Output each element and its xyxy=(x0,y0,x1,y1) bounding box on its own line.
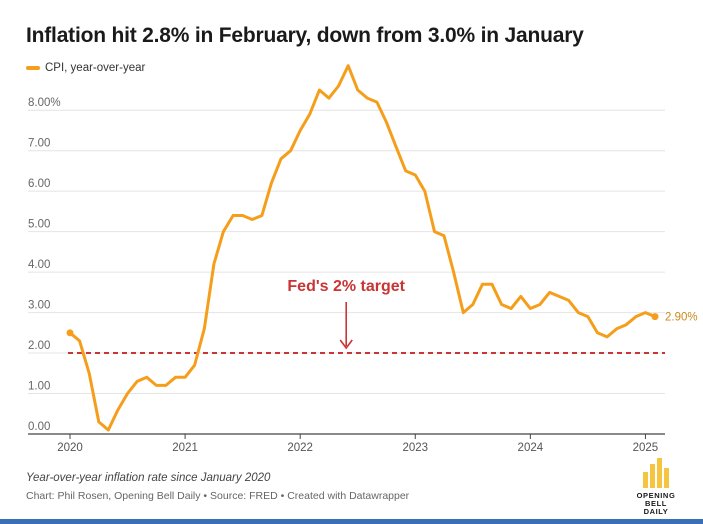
y-tick-label: 2.00 xyxy=(28,340,50,352)
y-tick-label: 1.00 xyxy=(28,381,50,393)
arrow-down-icon xyxy=(339,339,353,350)
legend-swatch xyxy=(26,66,40,70)
y-tick-label: 0.00 xyxy=(28,421,50,433)
y-tick-label: 5.00 xyxy=(28,219,50,231)
annotation-group: Fed's 2% target 2.90% xyxy=(287,278,698,350)
series-group xyxy=(66,64,659,432)
x-tick-label: 2025 xyxy=(633,442,659,454)
x-tick-label: 2020 xyxy=(57,442,83,454)
chart-credit: Chart: Phil Rosen, Opening Bell Daily • … xyxy=(26,490,410,502)
grid-lines xyxy=(28,109,665,435)
last-value-label: 2.90% xyxy=(665,312,698,324)
legend-entry-cpi: CPI, year-over-year xyxy=(45,62,146,74)
y-axis: 0.00 1.00 2.00 3.00 4.00 5.00 6.00 7.00 8.00% xyxy=(28,97,61,433)
bars-logo-icon xyxy=(643,458,669,488)
start-point xyxy=(66,329,74,337)
chart-footnote: Year-over-year inflation rate since Janu… xyxy=(26,472,271,484)
cpi-series-line xyxy=(68,64,657,432)
y-tick-label: 8.00% xyxy=(28,97,61,109)
opening-bell-logo: OPENING BELL DAILY xyxy=(628,458,684,516)
x-tick-label: 2021 xyxy=(172,442,198,454)
y-tick-label: 4.00 xyxy=(28,259,50,271)
x-tick-label: 2024 xyxy=(518,442,544,454)
bottom-accent-bar xyxy=(0,519,703,524)
logo-text: OPENING BELL DAILY xyxy=(636,491,676,516)
fed-target-label: Fed's 2% target xyxy=(287,278,405,295)
x-tick-label: 2022 xyxy=(287,442,313,454)
chart-title: Inflation hit 2.8% in February, down fro… xyxy=(26,24,584,47)
y-tick-label: 3.00 xyxy=(28,300,50,312)
x-axis: 2020 2021 2022 2023 2024 2025 xyxy=(57,434,658,454)
end-point xyxy=(651,313,659,321)
y-tick-label: 6.00 xyxy=(28,178,50,190)
y-tick-label: 7.00 xyxy=(28,138,50,150)
x-tick-label: 2023 xyxy=(402,442,428,454)
chart-legend: CPI, year-over-year xyxy=(26,62,145,74)
